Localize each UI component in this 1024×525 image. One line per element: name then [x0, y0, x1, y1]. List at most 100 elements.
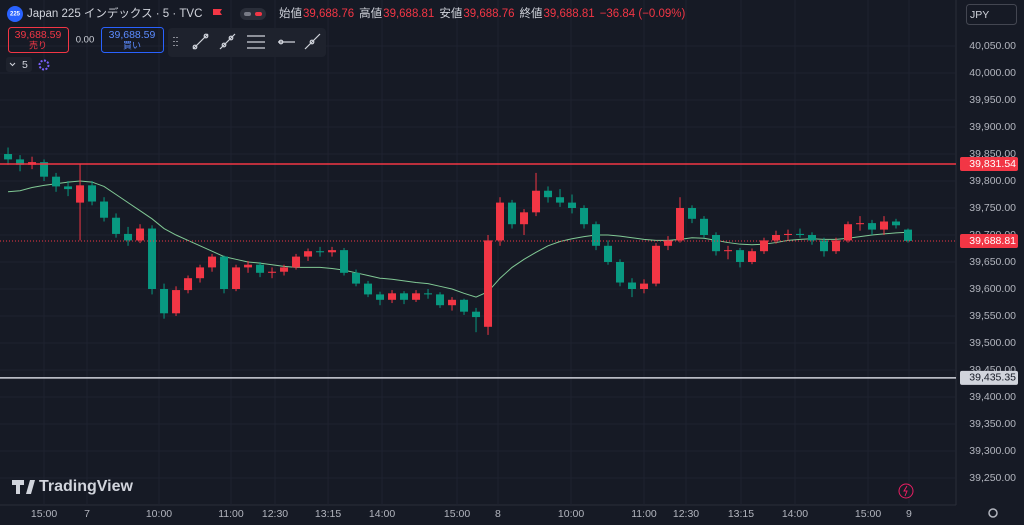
ohlc-legend: 始値 39,688.76 高値 39,688.81 安値 39,688.76 終値 39,68…: [279, 6, 595, 20]
x-tick-label: 8: [495, 508, 501, 520]
candle-body: [460, 299, 469, 312]
candle-body: [40, 162, 49, 177]
symbol[interactable]: Japan 225 インデックス · 5 · TVC: [27, 6, 202, 20]
candle-body: [520, 212, 529, 225]
candle-body: [136, 228, 145, 241]
y-tick-label: 39,850.00: [969, 148, 1016, 160]
candle-body: [784, 233, 793, 236]
candle-body: [724, 250, 733, 252]
y-tick-label: 39,950.00: [969, 94, 1016, 106]
candle-body: [904, 229, 913, 241]
drag-handle[interactable]: [173, 37, 178, 46]
y-tick-label: 39,800.00: [969, 175, 1016, 187]
candle-body: [844, 224, 853, 241]
currency: JPY: [970, 9, 989, 21]
candle-body: [76, 185, 85, 203]
ohlc-value: 39,688.81: [544, 8, 595, 20]
x-tick-label: 11:00: [218, 508, 244, 520]
candle-body: [88, 185, 97, 202]
y-tick-label: 39,650.00: [969, 256, 1016, 268]
x-tick-label: 12:30: [262, 508, 288, 520]
candle-body: [640, 283, 649, 290]
candle-body: [532, 190, 541, 213]
y-tick-label: 39,350.00: [969, 418, 1016, 430]
ohlc-value: 39,688.81: [383, 8, 434, 20]
interval-button[interactable]: [6, 57, 32, 72]
candle-body: [352, 272, 361, 284]
alerts-icon[interactable]: [898, 483, 914, 499]
trend-line-tool[interactable]: [192, 33, 209, 50]
flag-icon[interactable]: [213, 9, 222, 15]
ohlc-label: 安値: [439, 6, 462, 20]
price-label-box: [960, 156, 1018, 171]
price-label: 39,435.35: [969, 372, 1016, 384]
candle-body: [448, 299, 457, 306]
x-tick-label: 9: [906, 508, 912, 520]
candle-body: [832, 240, 841, 252]
y-tick-label: 39,400.00: [969, 391, 1016, 403]
settings-icon[interactable]: [38, 59, 50, 71]
x-tick-label: 11:00: [631, 508, 657, 520]
candle-body: [436, 294, 445, 306]
candle-body: [868, 223, 877, 230]
ohlc-label: 始値: [279, 6, 302, 20]
candle-body: [556, 197, 565, 203]
brand: TradingView: [39, 478, 134, 495]
candle-body: [604, 245, 613, 263]
plot: [0, 147, 956, 379]
candle-body: [220, 256, 229, 290]
candle-body: [592, 224, 601, 246]
price-label: 39,688.81: [969, 235, 1016, 247]
tool-point: [309, 39, 315, 45]
y-tick-label: 39,250.00: [969, 472, 1016, 484]
bolt: [903, 485, 908, 497]
candle-body: [880, 221, 889, 230]
currency-button[interactable]: [966, 4, 1017, 25]
candle-body: [892, 221, 901, 226]
moving-average: [7, 180, 909, 298]
x-tick-label: 7: [84, 508, 90, 520]
axis-settings-icon[interactable]: [988, 508, 998, 518]
buy-label: 買い: [123, 40, 141, 50]
toggle[interactable]: [240, 8, 266, 20]
toolbar-icons[interactable]: [173, 33, 321, 50]
candle-body: [652, 245, 661, 284]
fib-tool[interactable]: [247, 35, 265, 49]
candle-body: [616, 262, 625, 283]
candle-body: [196, 267, 205, 279]
candle-body: [712, 235, 721, 252]
change: −36.84 (−0.09%): [600, 8, 686, 20]
y-tick-label: 39,750.00: [969, 202, 1016, 214]
y-tick-label: 39,550.00: [969, 310, 1016, 322]
candle-body: [496, 202, 505, 241]
candle-body: [628, 282, 637, 290]
extended-line-tool[interactable]: [304, 33, 321, 50]
candle-body: [52, 176, 61, 187]
sell-button[interactable]: [8, 27, 69, 53]
candle-body: [544, 190, 553, 198]
tool-point: [278, 39, 284, 45]
candle-body: [208, 256, 217, 268]
candle-body: [148, 228, 157, 290]
candle-body: [688, 208, 697, 219]
buy-button[interactable]: [101, 27, 164, 53]
candle-body: [292, 256, 301, 268]
candle-body: [400, 293, 409, 300]
grid: [0, 0, 956, 505]
candle-body: [268, 271, 277, 273]
candle-body: [808, 235, 817, 241]
y-tick-label: 40,050.00: [969, 40, 1016, 52]
price-label-box: [960, 370, 1018, 385]
sell-price: 39,688.59: [15, 29, 62, 41]
candle-body: [820, 240, 829, 252]
candle-body: [736, 250, 745, 263]
x-tick-label: 14:00: [369, 508, 395, 520]
sell-label: 売り: [29, 39, 47, 50]
spread: 0.00: [76, 35, 95, 46]
x-tick-label: 13:15: [728, 508, 754, 520]
ohlc-value: 39,688.76: [303, 8, 354, 20]
ohlc-label: 終値: [520, 6, 543, 20]
candle-body: [316, 251, 325, 253]
